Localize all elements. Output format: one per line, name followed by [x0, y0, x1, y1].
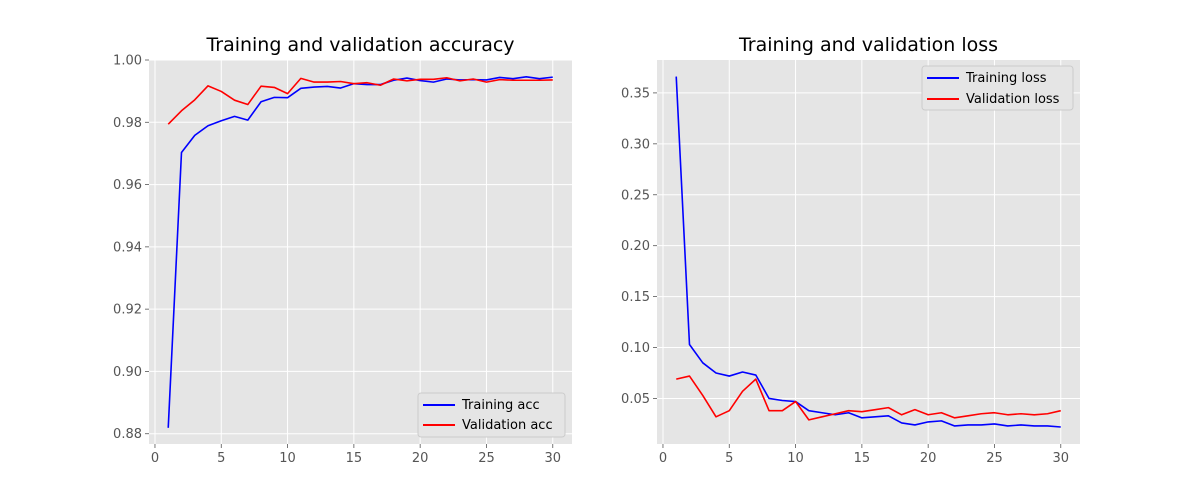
accuracy-chart: 0 5 10 15 20 25 30 0.88 0.90 0.92 0.94 0.96 0.98 1.0… [113, 34, 572, 466]
accuracy-x-tick-label: 15 [346, 451, 363, 466]
accuracy-y-tick-label: 1.00 [113, 54, 142, 69]
loss-y-tick-label: 0.15 [621, 290, 650, 305]
accuracy-x-axis: 0 5 10 15 20 25 30 [151, 444, 561, 466]
accuracy-y-tick-label: 0.96 [113, 178, 142, 193]
legend-label-validation-acc: Validation acc [462, 418, 553, 433]
loss-y-tick-label: 0.20 [621, 239, 650, 254]
accuracy-x-tick-label: 25 [478, 451, 495, 466]
accuracy-x-tick-label: 5 [217, 451, 225, 466]
accuracy-grid [149, 59, 572, 444]
loss-y-tick-label: 0.10 [621, 341, 650, 356]
loss-x-tick-label: 5 [725, 451, 733, 466]
legend-label-training-acc: Training acc [461, 398, 540, 413]
legend-label-training-loss: Training loss [965, 71, 1047, 86]
loss-x-tick-label: 30 [1052, 451, 1069, 466]
loss-chart: 0 5 10 15 20 25 30 0.05 0.10 0.15 0.20 0.25 0.30 0.3… [621, 34, 1080, 466]
loss-x-tick-label: 25 [986, 451, 1003, 466]
accuracy-y-tick-label: 0.98 [113, 116, 142, 131]
legend-label-validation-loss: Validation loss [966, 92, 1060, 107]
loss-y-tick-label: 0.05 [621, 392, 650, 407]
accuracy-x-tick-label: 30 [544, 451, 561, 466]
series-line-training-acc [167, 76, 553, 428]
accuracy-y-tick-label: 0.88 [113, 427, 142, 442]
loss-y-tick-label: 0.25 [621, 188, 650, 203]
accuracy-x-tick-label: 10 [279, 451, 296, 466]
loss-x-tick-label: 10 [787, 451, 804, 466]
loss-x-axis: 0 5 10 15 20 25 30 [659, 444, 1069, 466]
loss-x-tick-label: 15 [854, 451, 871, 466]
loss-series [675, 76, 1061, 428]
loss-legend: Training loss Validation loss [921, 65, 1074, 111]
accuracy-y-tick-label: 0.94 [113, 240, 142, 255]
series-line-validation-acc [167, 76, 553, 125]
series-line-validation-loss [676, 375, 1061, 421]
accuracy-x-tick-label: 20 [412, 451, 429, 466]
accuracy-x-tick-label: 0 [151, 451, 159, 466]
loss-grid [657, 60, 1080, 444]
series-line-training-loss [675, 76, 1061, 428]
loss-x-tick-label: 0 [659, 451, 667, 466]
accuracy-plot-area [149, 60, 572, 444]
loss-legend-box [921, 65, 1074, 111]
loss-y-tick-label: 0.30 [621, 137, 650, 152]
accuracy-y-tick-label: 0.92 [113, 303, 142, 318]
accuracy-legend: Training acc Validation acc [417, 392, 566, 438]
accuracy-chart-title: Training and validation accuracy [205, 34, 514, 56]
loss-y-axis: 0.05 0.10 0.15 0.20 0.25 0.30 0.35 [621, 86, 657, 407]
loss-y-tick-label: 0.35 [621, 86, 650, 101]
accuracy-y-tick-label: 0.90 [113, 365, 142, 380]
loss-chart-title: Training and validation loss [738, 34, 998, 56]
accuracy-y-axis: 0.88 0.90 0.92 0.94 0.96 0.98 1.00 [113, 54, 149, 442]
loss-plot-area [657, 60, 1080, 444]
accuracy-series [167, 76, 553, 428]
loss-x-tick-label: 20 [920, 451, 937, 466]
